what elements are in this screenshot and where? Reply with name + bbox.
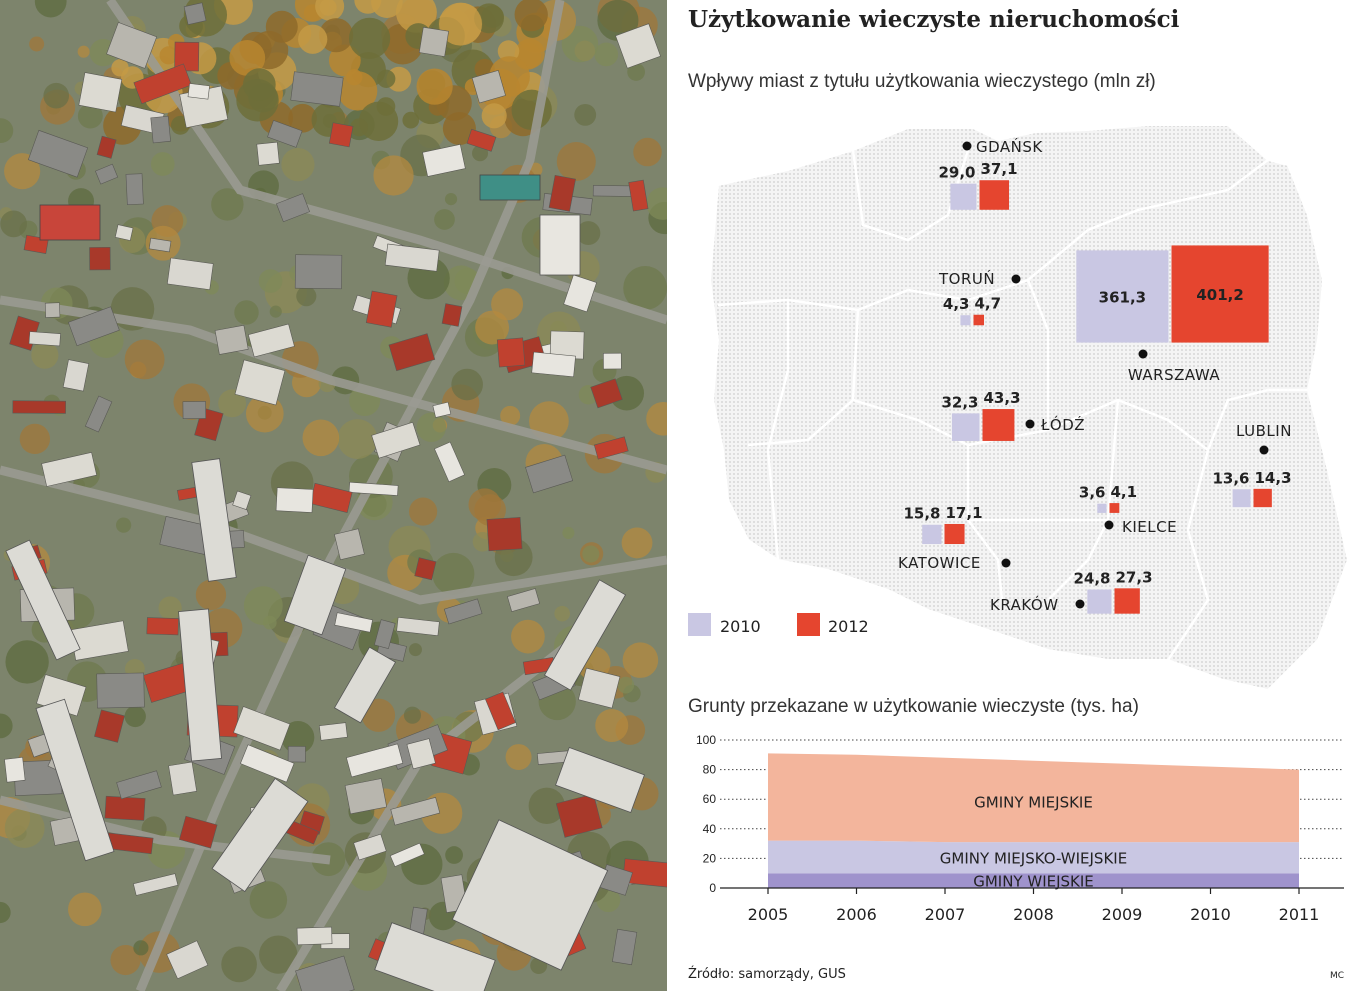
city-kielce: 3,6 4,1 KIELCE (1079, 483, 1177, 536)
value-2012-katowice: 17,1 (946, 504, 983, 522)
city-dot-toruń (1011, 274, 1021, 284)
city-label-gdańsk: GDAŃSK (976, 137, 1043, 156)
value-2012-gdańsk: 37,1 (981, 160, 1018, 178)
city-label-warszawa: WARSZAWA (1128, 366, 1220, 384)
source-note: Źródło: samorządy, GUS (688, 966, 846, 982)
city-markers: 29,0 37,1 GDAŃSK 4,3 4,7 TORUŃ 361,3 401,2 WARSZ… (898, 137, 1292, 614)
city-label-toruń: TORUŃ (938, 269, 995, 288)
legend-label-2010: 2010 (720, 617, 761, 636)
value-2012-lublin: 14,3 (1255, 469, 1292, 487)
series-label: GMINY MIEJSKO-WIEJSKIE (940, 850, 1127, 868)
value-2012-kielce: 4,1 (1111, 483, 1138, 501)
city-label-katowice: KATOWICE (898, 554, 981, 572)
city-dot-warszawa (1138, 349, 1148, 359)
bar-2010-katowice (922, 524, 942, 545)
bar-2012-katowice (944, 523, 965, 545)
city-label-lublin: LUBLIN (1236, 422, 1292, 440)
x-tick-label: 2007 (925, 905, 966, 924)
area-series-1 (768, 873, 1299, 888)
bar-2010-kielce (1097, 503, 1107, 513)
area-series-2 (768, 840, 1299, 874)
series-label: GMINY WIEJSKIE (973, 873, 1094, 891)
value-2010-łódź: 32,3 (941, 393, 978, 411)
infographic: Użytkowanie wieczyste nieruchomości Wpły… (668, 0, 1368, 991)
bar-2010-toruń (960, 315, 971, 326)
area-chart: 0 20 40 60 80 100 GMINY WIEJSKIE GMINY MIEJSKO-… (696, 733, 1344, 924)
city-gdańsk: 29,0 37,1 GDAŃSK (938, 137, 1043, 210)
city-dot-łódź (1025, 419, 1035, 429)
value-2010-gdańsk: 29,0 (938, 164, 975, 182)
bar-2010-łódź (951, 413, 980, 441)
value-2010-lublin: 13,6 (1212, 469, 1249, 487)
legend-label-2012: 2012 (828, 617, 869, 636)
bar-2010-kraków (1087, 589, 1112, 614)
bar-2010-warszawa (1076, 250, 1169, 343)
y-tick-label: 40 (703, 822, 717, 836)
x-tick-label: 2011 (1279, 905, 1320, 924)
value-2010-warszawa: 361,3 (1099, 288, 1146, 306)
value-2010-kraków: 24,8 (1073, 570, 1110, 588)
legend: 2010 2012 (688, 613, 869, 636)
value-2012-warszawa: 401,2 (1196, 286, 1243, 304)
city-dot-kielce (1104, 520, 1114, 530)
bar-2012-warszawa (1171, 245, 1269, 343)
bar-2012-kraków (1114, 588, 1140, 614)
city-katowice: 15,8 17,1 KATOWICE (898, 504, 1011, 572)
aerial-photo-drawing (0, 0, 667, 991)
area-series-3 (768, 753, 1299, 843)
y-tick-label: 100 (696, 733, 716, 747)
city-łódź: 32,3 43,3 ŁÓDŹ (941, 389, 1085, 441)
legend-swatch-2012 (797, 613, 820, 636)
bar-2012-toruń (973, 314, 985, 326)
x-tick-label: 2005 (748, 905, 789, 924)
series-label: GMINY MIEJSKIE (974, 793, 1093, 811)
x-tick-label: 2008 (1013, 905, 1054, 924)
bar-2012-lublin (1253, 488, 1272, 508)
value-2010-katowice: 15,8 (903, 505, 940, 523)
city-dot-kraków (1075, 599, 1085, 609)
city-dot-katowice (1001, 558, 1011, 568)
city-label-kielce: KIELCE (1122, 518, 1177, 536)
area-chart-subtitle: Grunty przekazane w użytkowanie wieczyst… (688, 696, 1139, 717)
x-tick-label: 2009 (1102, 905, 1143, 924)
credit: MC (1330, 971, 1344, 981)
bar-2010-gdańsk (950, 183, 977, 210)
bar-2012-kielce (1109, 503, 1120, 513)
city-toruń: 4,3 4,7 TORUŃ (938, 269, 1021, 326)
infographic-title: Użytkowanie wieczyste nieruchomości (688, 6, 1180, 33)
city-kraków: 24,8 27,3 KRAKÓW (990, 568, 1153, 614)
city-warszawa: 361,3 401,2 WARSZAWA (1076, 245, 1269, 384)
city-dot-lublin (1259, 445, 1269, 455)
x-tick-label: 2006 (836, 905, 877, 924)
aerial-photo (0, 0, 667, 991)
x-tick-label: 2010 (1190, 905, 1231, 924)
y-tick-label: 0 (709, 881, 716, 895)
city-dot-gdańsk (962, 141, 972, 151)
y-tick-label: 80 (703, 763, 717, 777)
bar-2012-gdańsk (979, 180, 1010, 210)
city-lublin: 13,6 14,3 LUBLIN (1212, 422, 1292, 508)
value-2012-toruń: 4,7 (975, 295, 1002, 313)
city-label-łódź: ŁÓDŹ (1040, 415, 1085, 434)
map-subtitle: Wpływy miast z tytułu użytkowania wieczy… (688, 71, 1156, 92)
y-tick-label: 60 (703, 792, 717, 806)
value-2010-toruń: 4,3 (943, 295, 970, 313)
value-2010-kielce: 3,6 (1079, 484, 1106, 502)
infographic-svg: Użytkowanie wieczyste nieruchomości Wpły… (688, 6, 1350, 982)
legend-swatch-2010 (688, 613, 711, 636)
bar-2010-lublin (1232, 489, 1251, 508)
bar-2012-łódź (982, 409, 1015, 441)
value-2012-łódź: 43,3 (984, 389, 1021, 407)
value-2012-kraków: 27,3 (1116, 568, 1153, 586)
y-tick-label: 20 (703, 851, 717, 865)
city-label-kraków: KRAKÓW (990, 595, 1059, 614)
